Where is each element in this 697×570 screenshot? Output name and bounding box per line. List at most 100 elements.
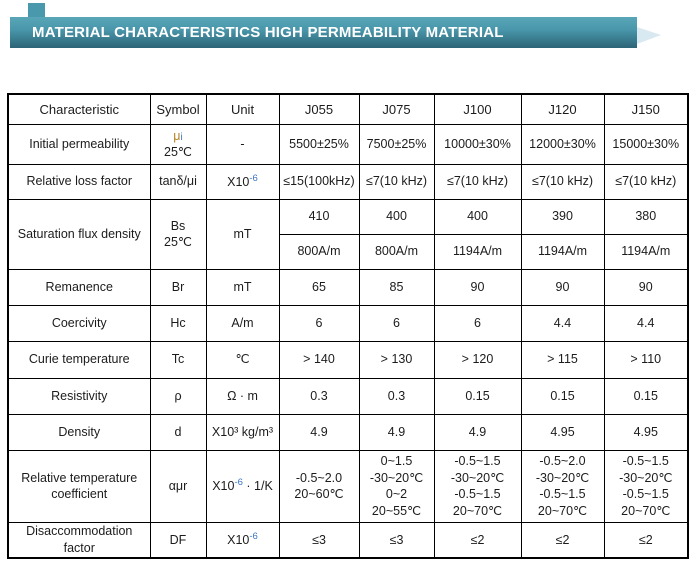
column-header-symbol: Symbol	[149, 93, 207, 125]
row-density: Density d X10³ kg/m³ 4.9 4.9 4.9 4.95 4.…	[7, 413, 689, 451]
cell-characteristic: Coercivity	[7, 304, 151, 342]
cell-value: 4.9	[278, 413, 360, 451]
unit-base: X10	[227, 174, 250, 189]
cell-value: ≤7(10 kHz)	[520, 163, 605, 200]
unit-superscript: -6	[249, 172, 258, 184]
mu-subscript: i	[180, 131, 183, 143]
cell-value: 90	[603, 268, 689, 306]
cell-unit: X10-6	[205, 163, 280, 200]
cell-symbol: Br	[149, 268, 207, 306]
cell-value: 65	[278, 268, 360, 306]
unit-rest: · 1/K	[242, 479, 273, 494]
cell-value: 4.95	[603, 413, 689, 451]
cell-value: 380	[603, 198, 689, 235]
cell-symbol: ρ	[149, 377, 207, 415]
row-coercivity: Coercivity Hc A/m 6 6 6 4.4 4.4	[7, 304, 689, 342]
column-header-j150: J150	[603, 93, 689, 125]
cell-unit: X10-6 · 1/K	[205, 449, 280, 523]
page-title: MATERIAL CHARACTERISTICS HIGH PERMEABILI…	[32, 24, 504, 41]
cell-unit: Ω · m	[205, 377, 280, 415]
cell-value: 390	[520, 198, 605, 235]
cell-value: ≤2	[520, 521, 605, 559]
cell-symbol: DF	[149, 521, 207, 559]
cell-value: ≤15(100kHz)	[278, 163, 360, 200]
cell-symbol: αμr	[149, 449, 207, 523]
row-relative-loss-factor: Relative loss factor tanδ/μi X10-6 ≤15(1…	[7, 163, 689, 200]
cell-value: 400	[358, 198, 435, 235]
cell-characteristic: Saturation flux density	[7, 198, 151, 270]
cell-value: 0.15	[520, 377, 605, 415]
unit-superscript: -6	[234, 477, 243, 489]
cell-value: 4.9	[358, 413, 435, 451]
column-header-characteristic: Characteristic	[7, 93, 151, 125]
row-saturation-flux-density-top: Saturation flux density Bs 25℃ mT 410 40…	[7, 198, 689, 270]
column-header-j055: J055	[278, 93, 360, 125]
cell-value: 6	[278, 304, 360, 342]
cell-value: 1194A/m	[433, 233, 522, 270]
cell-value: 6	[433, 304, 522, 342]
cell-characteristic: Disaccommodation factor	[7, 521, 151, 559]
cell-value: 4.95	[520, 413, 605, 451]
cell-value: 7500±25%	[358, 123, 435, 165]
cell-value: 400	[433, 198, 522, 235]
row-curie-temperature: Curie temperature Tc ℃ > 140 > 130 > 120…	[7, 340, 689, 379]
cell-value: 1194A/m	[603, 233, 689, 270]
row-resistivity: Resistivity ρ Ω · m 0.3 0.3 0.15 0.15 0.…	[7, 377, 689, 415]
cell-value: 800A/m	[278, 233, 360, 270]
unit-base: X10	[212, 479, 235, 494]
cell-value: ≤7(10 kHz)	[433, 163, 522, 200]
cell-value: > 130	[358, 340, 435, 379]
cell-value: 4.4	[520, 304, 605, 342]
cell-value: -0.5~1.5 -30~20℃ -0.5~1.5 20~70℃	[603, 449, 689, 523]
cell-value: 15000±30%	[603, 123, 689, 165]
row-relative-temperature-coefficient: Relative temperature coefficient αμr X10…	[7, 449, 689, 523]
cell-symbol: d	[149, 413, 207, 451]
material-characteristics-table: Characteristic Symbol Unit J055 J075 J10…	[7, 93, 689, 559]
cell-value: 0.15	[433, 377, 522, 415]
cell-value: > 110	[603, 340, 689, 379]
title-banner: MATERIAL CHARACTERISTICS HIGH PERMEABILI…	[10, 17, 637, 48]
cell-symbol: Tc	[149, 340, 207, 379]
cell-value: 4.9	[433, 413, 522, 451]
mu-glyph: μ	[173, 128, 181, 143]
cell-symbol: μi 25℃	[149, 123, 207, 165]
banner-arrow-decoration	[637, 27, 661, 44]
cell-value: 90	[520, 268, 605, 306]
cell-symbol: Hc	[149, 304, 207, 342]
cell-unit: mT	[205, 198, 280, 270]
cell-characteristic: Resistivity	[7, 377, 151, 415]
row-initial-permeability: Initial permeability μi 25℃ - 5500±25% 7…	[7, 123, 689, 165]
cell-characteristic: Relative temperature coefficient	[7, 449, 151, 523]
cell-value: 85	[358, 268, 435, 306]
row-disaccommodation-factor: Disaccommodation factor DF X10-6 ≤3 ≤3 ≤…	[7, 521, 689, 559]
cell-value: > 120	[433, 340, 522, 379]
cell-value: 4.4	[603, 304, 689, 342]
header-row: Characteristic Symbol Unit J055 J075 J10…	[7, 93, 689, 125]
cell-unit: mT	[205, 268, 280, 306]
cell-characteristic: Relative loss factor	[7, 163, 151, 200]
cell-value: 800A/m	[358, 233, 435, 270]
cell-value: ≤3	[278, 521, 360, 559]
row-remanence: Remanence Br mT 65 85 90 90 90	[7, 268, 689, 306]
cell-value: -0.5~2.0 20~60℃	[278, 449, 360, 523]
cell-characteristic: Initial permeability	[7, 123, 151, 165]
cell-value: 6	[358, 304, 435, 342]
cell-value: > 140	[278, 340, 360, 379]
cell-value: ≤7(10 kHz)	[358, 163, 435, 200]
cell-value: -0.5~1.5 -30~20℃ -0.5~1.5 20~70℃	[433, 449, 522, 523]
cell-unit: -	[205, 123, 280, 165]
cell-unit: X10³ kg/m³	[205, 413, 280, 451]
cell-value: 90	[433, 268, 522, 306]
cell-value: ≤2	[433, 521, 522, 559]
cell-value: -0.5~2.0 -30~20℃ -0.5~1.5 20~70℃	[520, 449, 605, 523]
cell-characteristic: Curie temperature	[7, 340, 151, 379]
cell-unit: ℃	[205, 340, 280, 379]
cell-symbol: tanδ/μi	[149, 163, 207, 200]
row-saturation-flux-density-bottom: 800A/m 800A/m 1194A/m 1194A/m 1194A/m	[8, 233, 689, 270]
cell-value: ≤7(10 kHz)	[603, 163, 689, 200]
cell-value: ≤3	[358, 521, 435, 559]
column-header-j075: J075	[358, 93, 435, 125]
banner-accent-square	[28, 3, 45, 17]
cell-characteristic: Density	[7, 413, 151, 451]
